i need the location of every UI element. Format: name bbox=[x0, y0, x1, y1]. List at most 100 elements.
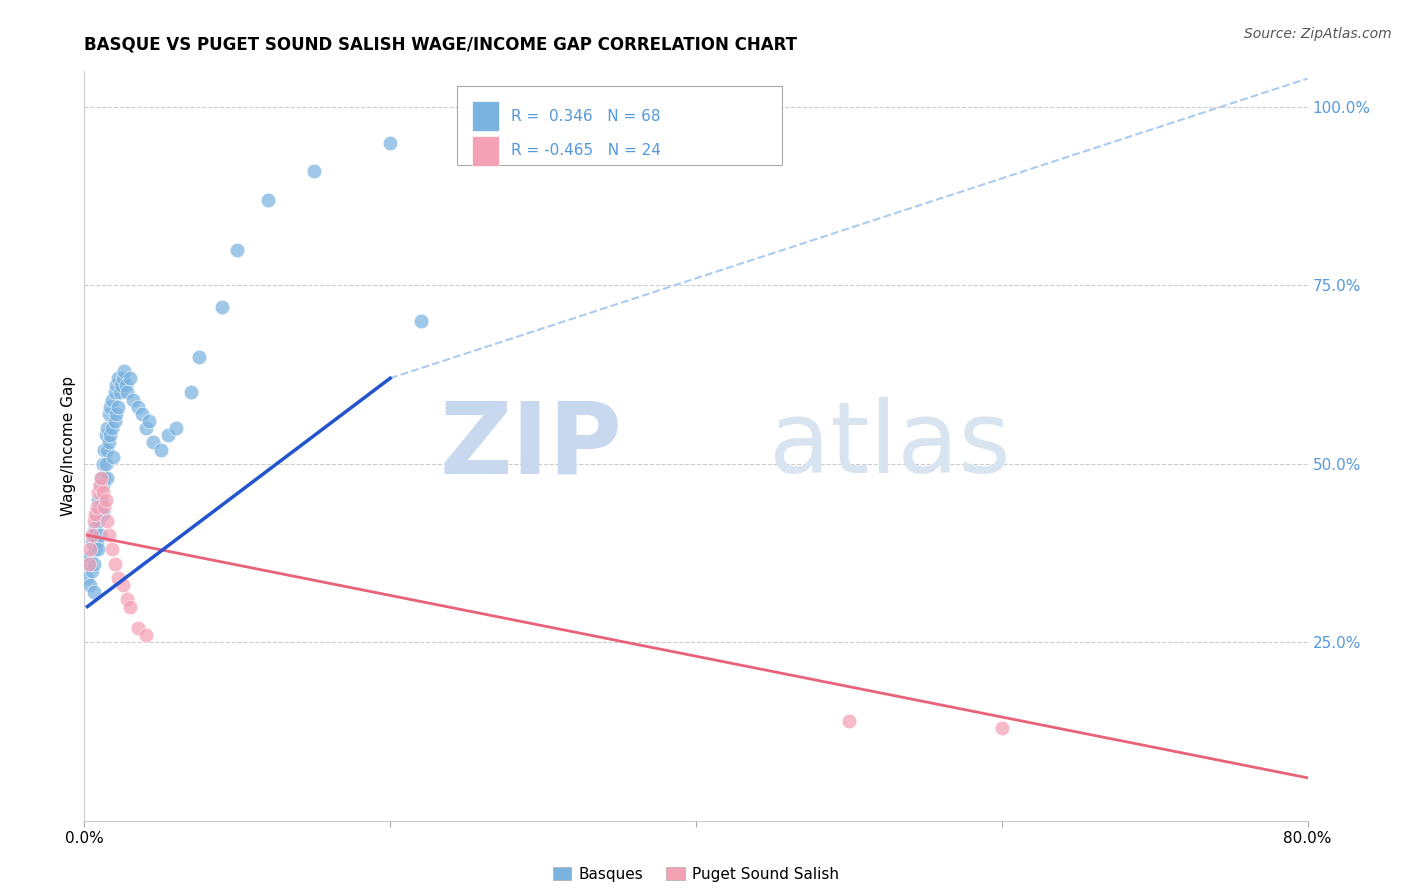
Point bbox=[257, 193, 280, 207]
Point bbox=[131, 407, 153, 421]
Point bbox=[86, 500, 108, 514]
Point bbox=[96, 471, 118, 485]
Point bbox=[98, 428, 121, 442]
Point bbox=[89, 478, 111, 492]
Point bbox=[89, 500, 111, 514]
Text: BASQUE VS PUGET SOUND SALISH WAGE/INCOME GAP CORRELATION CHART: BASQUE VS PUGET SOUND SALISH WAGE/INCOME… bbox=[84, 36, 797, 54]
Point bbox=[110, 378, 132, 392]
Point bbox=[93, 471, 115, 485]
Point bbox=[107, 400, 129, 414]
Point bbox=[409, 314, 432, 328]
Point bbox=[97, 407, 120, 421]
Point bbox=[83, 557, 105, 571]
Point bbox=[104, 414, 127, 428]
Point bbox=[79, 549, 101, 564]
Point bbox=[226, 243, 249, 257]
Point bbox=[94, 492, 117, 507]
Point bbox=[302, 164, 325, 178]
Point bbox=[80, 564, 103, 578]
Point bbox=[83, 528, 105, 542]
Point bbox=[122, 392, 145, 407]
Point bbox=[101, 421, 124, 435]
Point bbox=[96, 442, 118, 457]
Point bbox=[96, 421, 118, 435]
Point bbox=[165, 421, 187, 435]
FancyBboxPatch shape bbox=[472, 102, 499, 131]
Text: ZIP: ZIP bbox=[440, 398, 623, 494]
Point bbox=[111, 578, 134, 592]
Point bbox=[107, 371, 129, 385]
Point bbox=[111, 371, 134, 385]
Point bbox=[157, 428, 180, 442]
Point bbox=[87, 514, 110, 528]
Point bbox=[93, 442, 115, 457]
Point bbox=[89, 478, 111, 492]
Point bbox=[138, 414, 160, 428]
Point bbox=[991, 721, 1014, 735]
Point bbox=[91, 478, 114, 492]
Text: atlas: atlas bbox=[769, 398, 1011, 494]
Point bbox=[115, 385, 138, 400]
Point bbox=[76, 571, 98, 585]
Point bbox=[103, 450, 125, 464]
Point bbox=[80, 535, 103, 549]
Point bbox=[87, 542, 110, 557]
Point bbox=[105, 407, 128, 421]
Text: Source: ZipAtlas.com: Source: ZipAtlas.com bbox=[1244, 27, 1392, 41]
Point bbox=[104, 557, 127, 571]
Point bbox=[91, 507, 114, 521]
Point bbox=[87, 485, 110, 500]
Point bbox=[96, 514, 118, 528]
Point bbox=[77, 557, 100, 571]
Point bbox=[104, 385, 127, 400]
Point bbox=[79, 578, 101, 592]
Point bbox=[114, 378, 136, 392]
Point bbox=[94, 428, 117, 442]
Point bbox=[91, 457, 114, 471]
Point bbox=[101, 542, 124, 557]
Point bbox=[79, 542, 101, 557]
Point bbox=[380, 136, 402, 150]
Point bbox=[838, 714, 860, 728]
Point bbox=[120, 371, 142, 385]
Point bbox=[90, 471, 112, 485]
Legend: Basques, Puget Sound Salish: Basques, Puget Sound Salish bbox=[547, 861, 845, 888]
Point bbox=[86, 535, 108, 549]
Point bbox=[80, 528, 103, 542]
Point bbox=[83, 514, 105, 528]
Point bbox=[101, 392, 124, 407]
Point bbox=[107, 571, 129, 585]
Point bbox=[135, 421, 157, 435]
Text: R =  0.346   N = 68: R = 0.346 N = 68 bbox=[512, 109, 661, 124]
Point bbox=[84, 542, 107, 557]
Point bbox=[86, 507, 108, 521]
Point bbox=[84, 521, 107, 535]
Point bbox=[93, 500, 115, 514]
Point bbox=[211, 300, 233, 314]
Point bbox=[135, 628, 157, 642]
Y-axis label: Wage/Income Gap: Wage/Income Gap bbox=[60, 376, 76, 516]
Point bbox=[83, 585, 105, 599]
Point bbox=[97, 435, 120, 450]
Point bbox=[108, 385, 131, 400]
Point bbox=[115, 592, 138, 607]
Point bbox=[77, 557, 100, 571]
Point bbox=[105, 378, 128, 392]
Point bbox=[120, 599, 142, 614]
Point bbox=[127, 400, 149, 414]
FancyBboxPatch shape bbox=[472, 136, 499, 166]
Point bbox=[97, 528, 120, 542]
Point bbox=[142, 435, 165, 450]
Point bbox=[127, 621, 149, 635]
Point bbox=[112, 364, 135, 378]
Point bbox=[89, 528, 111, 542]
Point bbox=[149, 442, 172, 457]
Point bbox=[87, 492, 110, 507]
Point bbox=[84, 507, 107, 521]
Point bbox=[90, 471, 112, 485]
Point bbox=[91, 485, 114, 500]
Text: R = -0.465   N = 24: R = -0.465 N = 24 bbox=[512, 144, 661, 159]
Point bbox=[98, 400, 121, 414]
Point bbox=[90, 492, 112, 507]
FancyBboxPatch shape bbox=[457, 87, 782, 165]
